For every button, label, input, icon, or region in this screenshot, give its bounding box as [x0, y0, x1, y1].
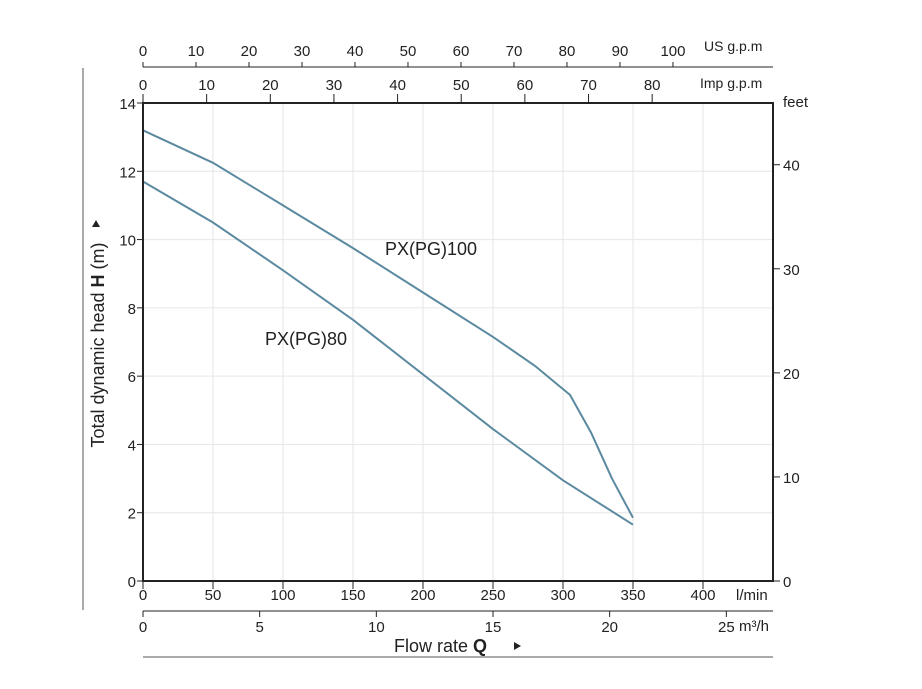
series-line-0	[142, 129, 634, 519]
us-gpm-tick-label: 10	[188, 43, 205, 60]
x-tick-label: 150	[340, 587, 365, 604]
us-gpm-tick-label: 80	[559, 43, 576, 60]
x-axis-arrow-icon	[514, 642, 521, 650]
axes	[82, 62, 780, 658]
y-tick-label: 14	[119, 96, 136, 113]
feet-tick-label: 10	[783, 470, 800, 487]
m3h-tick-label: 10	[368, 619, 385, 636]
x-unit-m3h: m³/h	[739, 618, 769, 635]
x-tick-label: 400	[690, 587, 715, 604]
us-gpm-tick-label: 90	[612, 43, 629, 60]
us-gpm-tick-label: 60	[453, 43, 470, 60]
feet-tick-label: 40	[783, 158, 800, 175]
us-gpm-tick-label: 0	[139, 43, 147, 60]
m3h-tick-label: 5	[255, 619, 263, 636]
imp-gpm-tick-label: 10	[198, 77, 215, 94]
y-tick-label: 0	[128, 574, 136, 591]
us-gpm-tick-label: 100	[660, 43, 685, 60]
y-tick-label: 6	[128, 369, 136, 386]
imp-gpm-tick-label: 40	[389, 77, 406, 94]
m3h-tick-label: 20	[601, 619, 618, 636]
x-unit-us-gpm: US g.p.m	[704, 38, 762, 54]
imp-gpm-tick-label: 20	[262, 77, 279, 94]
x-unit-imp-gpm: Imp g.p.m	[700, 75, 762, 91]
x-tick-label: 200	[410, 587, 435, 604]
m3h-tick-label: 0	[139, 619, 147, 636]
x-tick-label: 250	[480, 587, 505, 604]
feet-tick-label: 0	[783, 574, 791, 591]
y-tick-label: 2	[128, 506, 136, 523]
series-line-1	[142, 180, 634, 526]
y-axis-arrow-icon	[92, 220, 100, 227]
y-tick-label: 8	[128, 301, 136, 318]
m3h-tick-label: 15	[485, 619, 502, 636]
us-gpm-tick-label: 30	[294, 43, 311, 60]
m3h-tick-label: 25	[718, 619, 735, 636]
x-tick-label: 300	[550, 587, 575, 604]
y-tick-label: 12	[119, 164, 136, 181]
imp-gpm-tick-label: 60	[517, 77, 534, 94]
imp-gpm-tick-label: 70	[580, 77, 597, 94]
grid	[143, 103, 773, 581]
plot-frame	[142, 102, 774, 582]
x-tick-label: 0	[139, 587, 147, 604]
us-gpm-tick-label: 50	[400, 43, 417, 60]
x-axis-title: Flow rate Q	[394, 636, 487, 656]
us-gpm-tick-label: 70	[506, 43, 523, 60]
x-tick-label: 350	[620, 587, 645, 604]
y-unit-feet: feet	[783, 94, 809, 111]
series-label-px-pg-100: PX(PG)100	[385, 239, 477, 259]
series-label-px-pg-80: PX(PG)80	[265, 329, 347, 349]
x-tick-label: 100	[270, 587, 295, 604]
imp-gpm-tick-label: 80	[644, 77, 661, 94]
imp-gpm-tick-label: 50	[453, 77, 470, 94]
imp-gpm-tick-label: 0	[139, 77, 147, 94]
y-tick-label: 4	[128, 437, 136, 454]
feet-tick-label: 20	[783, 366, 800, 383]
y-axis-title: Total dynamic head H (m)	[88, 242, 108, 447]
us-gpm-tick-label: 40	[347, 43, 364, 60]
imp-gpm-tick-label: 30	[326, 77, 343, 94]
x-unit-lmin: l/min	[736, 587, 768, 604]
x-tick-label: 50	[205, 587, 222, 604]
y-tick-label: 10	[119, 233, 136, 250]
us-gpm-tick-label: 20	[241, 43, 258, 60]
feet-tick-label: 30	[783, 262, 800, 279]
curves	[142, 129, 634, 526]
